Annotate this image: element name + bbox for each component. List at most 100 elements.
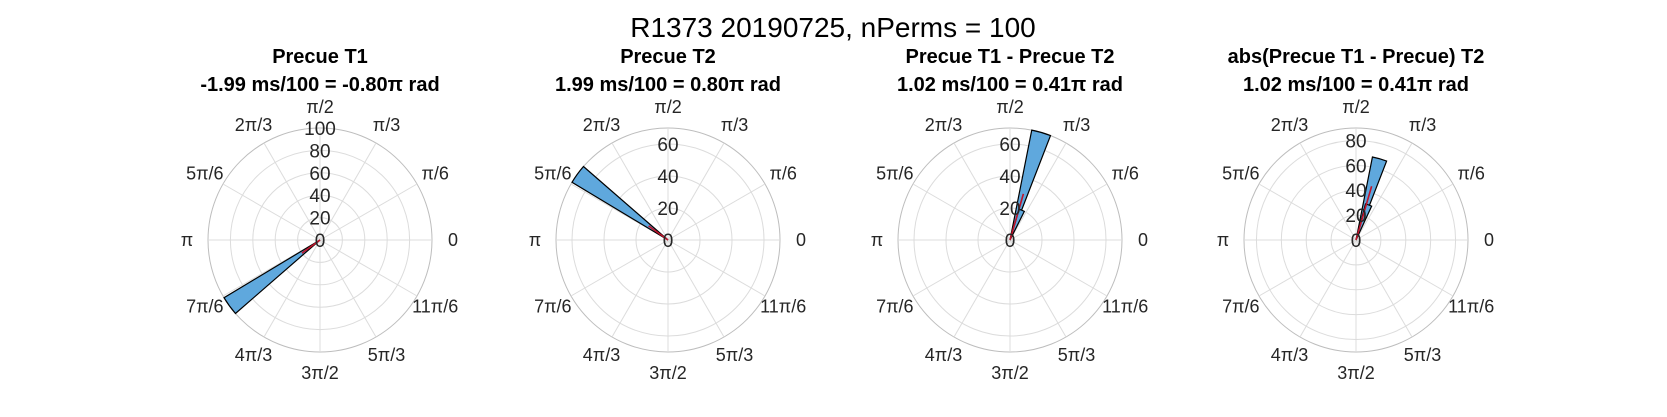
theta-grid-spoke [667, 239, 725, 338]
mean-vector-line [1355, 186, 1373, 241]
subplot-subtitle: 1.02 ms/100 = 0.41π rad [1243, 74, 1469, 96]
theta-tick-label: 7π/6 [876, 297, 913, 317]
r-tick-label: 0 [1351, 231, 1362, 252]
theta-grid-spoke [1258, 239, 1357, 297]
theta-tick-label: 4π/3 [1271, 345, 1308, 365]
r-tick-label: 60 [999, 135, 1020, 156]
theta-tick-label: 5π/6 [876, 164, 913, 184]
polar-subplot-3: Precue T1 - Precue T2 1.02 ms/100 = 0.41… [871, 46, 1148, 383]
theta-tick-label: 5π/6 [534, 164, 571, 184]
theta-grid-spoke [1009, 183, 1108, 241]
r-tick-label: 80 [309, 141, 330, 162]
theta-tick-label: 2π/3 [925, 115, 962, 135]
theta-tick-label: π/2 [654, 97, 681, 117]
theta-tick-label: π/6 [421, 164, 448, 184]
theta-tick-label: π/3 [1063, 115, 1090, 135]
subplot-title: Precue T1 - Precue T2 [906, 46, 1115, 68]
subplot-title: Precue T1 [272, 46, 368, 68]
theta-tick-label: π [1217, 230, 1229, 250]
histogram-bar [223, 239, 321, 315]
theta-grid-spoke [263, 142, 321, 241]
theta-tick-label: 5π/3 [368, 345, 405, 365]
r-tick-label: 60 [1345, 156, 1366, 177]
r-tick-label: 20 [999, 199, 1020, 220]
theta-grid-spoke [1355, 239, 1454, 297]
theta-tick-label: 3π/2 [991, 363, 1028, 383]
theta-grid-spoke [1355, 239, 1413, 338]
theta-grid-spoke [667, 183, 766, 241]
r-tick-label: 0 [1005, 231, 1016, 252]
theta-grid-spoke [319, 142, 377, 241]
mean-vector-line [301, 239, 321, 254]
theta-tick-label: π/3 [1409, 115, 1436, 135]
theta-tick-label: 0 [796, 230, 806, 250]
r-tick-label: 60 [657, 135, 678, 156]
mean-vector-line [1009, 193, 1025, 241]
theta-grid-spoke [1009, 142, 1067, 241]
theta-grid-spoke [953, 142, 1011, 241]
theta-tick-label: 11π/6 [1448, 297, 1494, 317]
theta-tick-label: π/6 [769, 164, 796, 184]
theta-tick-label: 3π/2 [1337, 363, 1374, 383]
polar-subplot-4: abs(Precue T1 - Precue) T2 1.02 ms/100 =… [1217, 46, 1494, 383]
theta-tick-label: 0 [448, 230, 458, 250]
theta-tick-label: π [871, 230, 883, 250]
subplot-subtitle: 1.99 ms/100 = 0.80π rad [555, 74, 781, 96]
theta-grid-spoke [263, 239, 321, 338]
r-tick-label: 40 [657, 167, 678, 188]
r-tick-label: 40 [309, 186, 330, 207]
r-tick-label: 60 [309, 164, 330, 185]
theta-tick-label: 5π/6 [1222, 164, 1259, 184]
histogram-bar [571, 165, 669, 241]
theta-tick-label: 4π/3 [583, 345, 620, 365]
subplot-title: Precue T2 [620, 46, 716, 68]
theta-grid-spoke [1355, 142, 1413, 241]
histogram-bar [1355, 203, 1373, 241]
subplot-title: abs(Precue T1 - Precue) T2 [1228, 46, 1485, 68]
theta-grid-spoke [1258, 183, 1357, 241]
theta-grid-spoke [953, 239, 1011, 338]
theta-tick-label: π/2 [1342, 97, 1369, 117]
polar-axes: 0 π/6 π/3 π/2 2π/3 5π/6 π 7π/6 4π/3 3π/2 5π/3 11π/6… [529, 97, 806, 383]
theta-tick-label: π [529, 230, 541, 250]
theta-grid-spoke [1299, 239, 1357, 338]
theta-tick-label: 4π/3 [925, 345, 962, 365]
theta-grid-spoke [1009, 239, 1108, 297]
theta-tick-label: π/2 [306, 97, 333, 117]
r-tick-label: 0 [315, 231, 326, 252]
theta-tick-label: 11π/6 [1102, 297, 1148, 317]
r-tick-label: 40 [999, 167, 1020, 188]
theta-grid-spoke [912, 183, 1011, 241]
polar-subplot-2: Precue T2 1.99 ms/100 = 0.80π rad 0 π/6 π/… [529, 46, 806, 383]
theta-tick-label: π/3 [721, 115, 748, 135]
theta-grid-spoke [319, 183, 418, 241]
theta-tick-label: 3π/2 [301, 363, 338, 383]
theta-grid-spoke [222, 183, 321, 241]
theta-tick-label: 7π/6 [186, 297, 223, 317]
theta-tick-label: 2π/3 [583, 115, 620, 135]
theta-tick-label: π/3 [373, 115, 400, 135]
subplot-subtitle: -1.99 ms/100 = -0.80π rad [200, 74, 439, 96]
polar-axes: 0 π/6 π/3 π/2 2π/3 5π/6 π 7π/6 4π/3 3π/2 5π/3 11π/6… [871, 97, 1148, 383]
r-tick-label: 40 [1345, 181, 1366, 202]
theta-tick-label: 5π/3 [1058, 345, 1095, 365]
theta-tick-label: π [181, 230, 193, 250]
theta-grid-spoke [611, 142, 669, 241]
theta-tick-label: 4π/3 [235, 345, 272, 365]
theta-tick-label: 0 [1484, 230, 1494, 250]
theta-tick-label: 11π/6 [760, 297, 806, 317]
theta-tick-label: 5π/3 [1404, 345, 1441, 365]
theta-tick-label: 2π/3 [1271, 115, 1308, 135]
polar-subplot-1: Precue T1 -1.99 ms/100 = -0.80π rad 0 π/6… [181, 46, 458, 383]
r-tick-label: 80 [1345, 131, 1366, 152]
theta-tick-label: 5π/6 [186, 164, 223, 184]
r-tick-label: 0 [663, 231, 674, 252]
mean-vector-line [648, 225, 669, 241]
theta-tick-label: π/6 [1111, 164, 1138, 184]
theta-tick-label: 7π/6 [534, 297, 571, 317]
subplot-subtitle: 1.02 ms/100 = 0.41π rad [897, 74, 1123, 96]
polar-axes: 0 π/6 π/3 π/2 2π/3 5π/6 π 7π/6 4π/3 3π/2 5π/3 11π/6… [181, 97, 458, 383]
figure-suptitle: R1373 20190725, nPerms = 100 [630, 12, 1036, 43]
theta-tick-label: 0 [1138, 230, 1148, 250]
